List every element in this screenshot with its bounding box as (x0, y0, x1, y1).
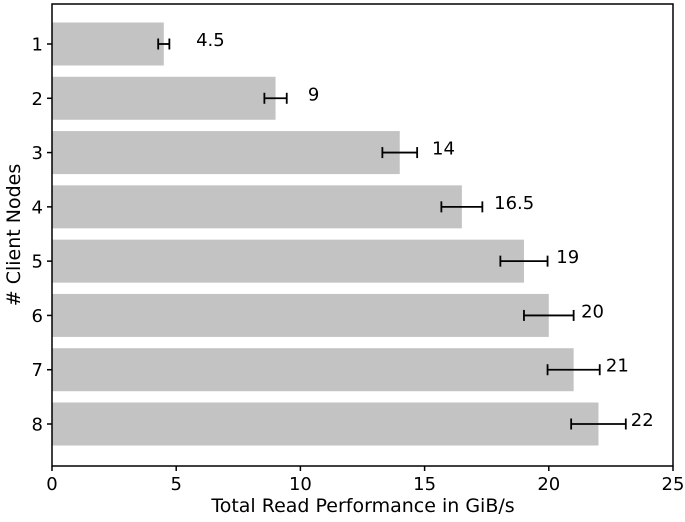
x-tick-label: 0 (46, 474, 57, 495)
bar-nodes-2 (52, 76, 276, 120)
x-tick-label: 25 (662, 474, 685, 495)
errorbars-group (157, 38, 627, 430)
bar-value-label: 14 (432, 139, 455, 160)
x-axis-label: Total Read Performance in GiB/s (210, 495, 514, 517)
y-tick-label: 1 (32, 35, 43, 56)
x-tick-label: 5 (170, 474, 181, 495)
bar-nodes-4 (52, 185, 462, 229)
y-tick-label: 5 (32, 252, 43, 273)
bar-nodes-7 (52, 348, 574, 392)
y-tick-label: 8 (32, 415, 43, 436)
bar-value-label: 22 (631, 410, 654, 431)
x-tick-label: 10 (289, 474, 312, 495)
y-axis-ticks-group: 1 2 3 4 5 6 7 8 (32, 35, 52, 436)
y-tick-label: 7 (32, 360, 43, 381)
bar-nodes-8 (52, 402, 599, 446)
y-tick-label: 4 (32, 197, 43, 218)
y-tick-label: 3 (32, 143, 43, 164)
bar-nodes-1 (52, 22, 164, 66)
bars-group (52, 22, 599, 446)
bar-value-labels-group: 4.5 9 14 16.5 19 20 21 22 (196, 30, 654, 431)
bar-value-label: 4.5 (196, 30, 225, 51)
y-tick-label: 2 (32, 89, 43, 110)
bar-nodes-5 (52, 239, 524, 283)
bar-value-label: 16.5 (494, 193, 534, 214)
x-tick-label: 20 (537, 474, 560, 495)
y-tick-label: 6 (32, 306, 43, 327)
bar-value-label: 20 (581, 301, 604, 322)
x-tick-label: 15 (413, 474, 436, 495)
bar-nodes-3 (52, 131, 400, 175)
bar-nodes-6 (52, 293, 549, 337)
plot-border (51, 3, 674, 467)
bar-value-label: 9 (308, 84, 319, 105)
x-axis-ticks-group: 0 5 10 15 20 25 (46, 466, 684, 495)
bar-value-label: 19 (556, 247, 579, 268)
bar-value-label: 21 (606, 356, 629, 377)
y-axis-label: # Client Nodes (3, 164, 25, 307)
